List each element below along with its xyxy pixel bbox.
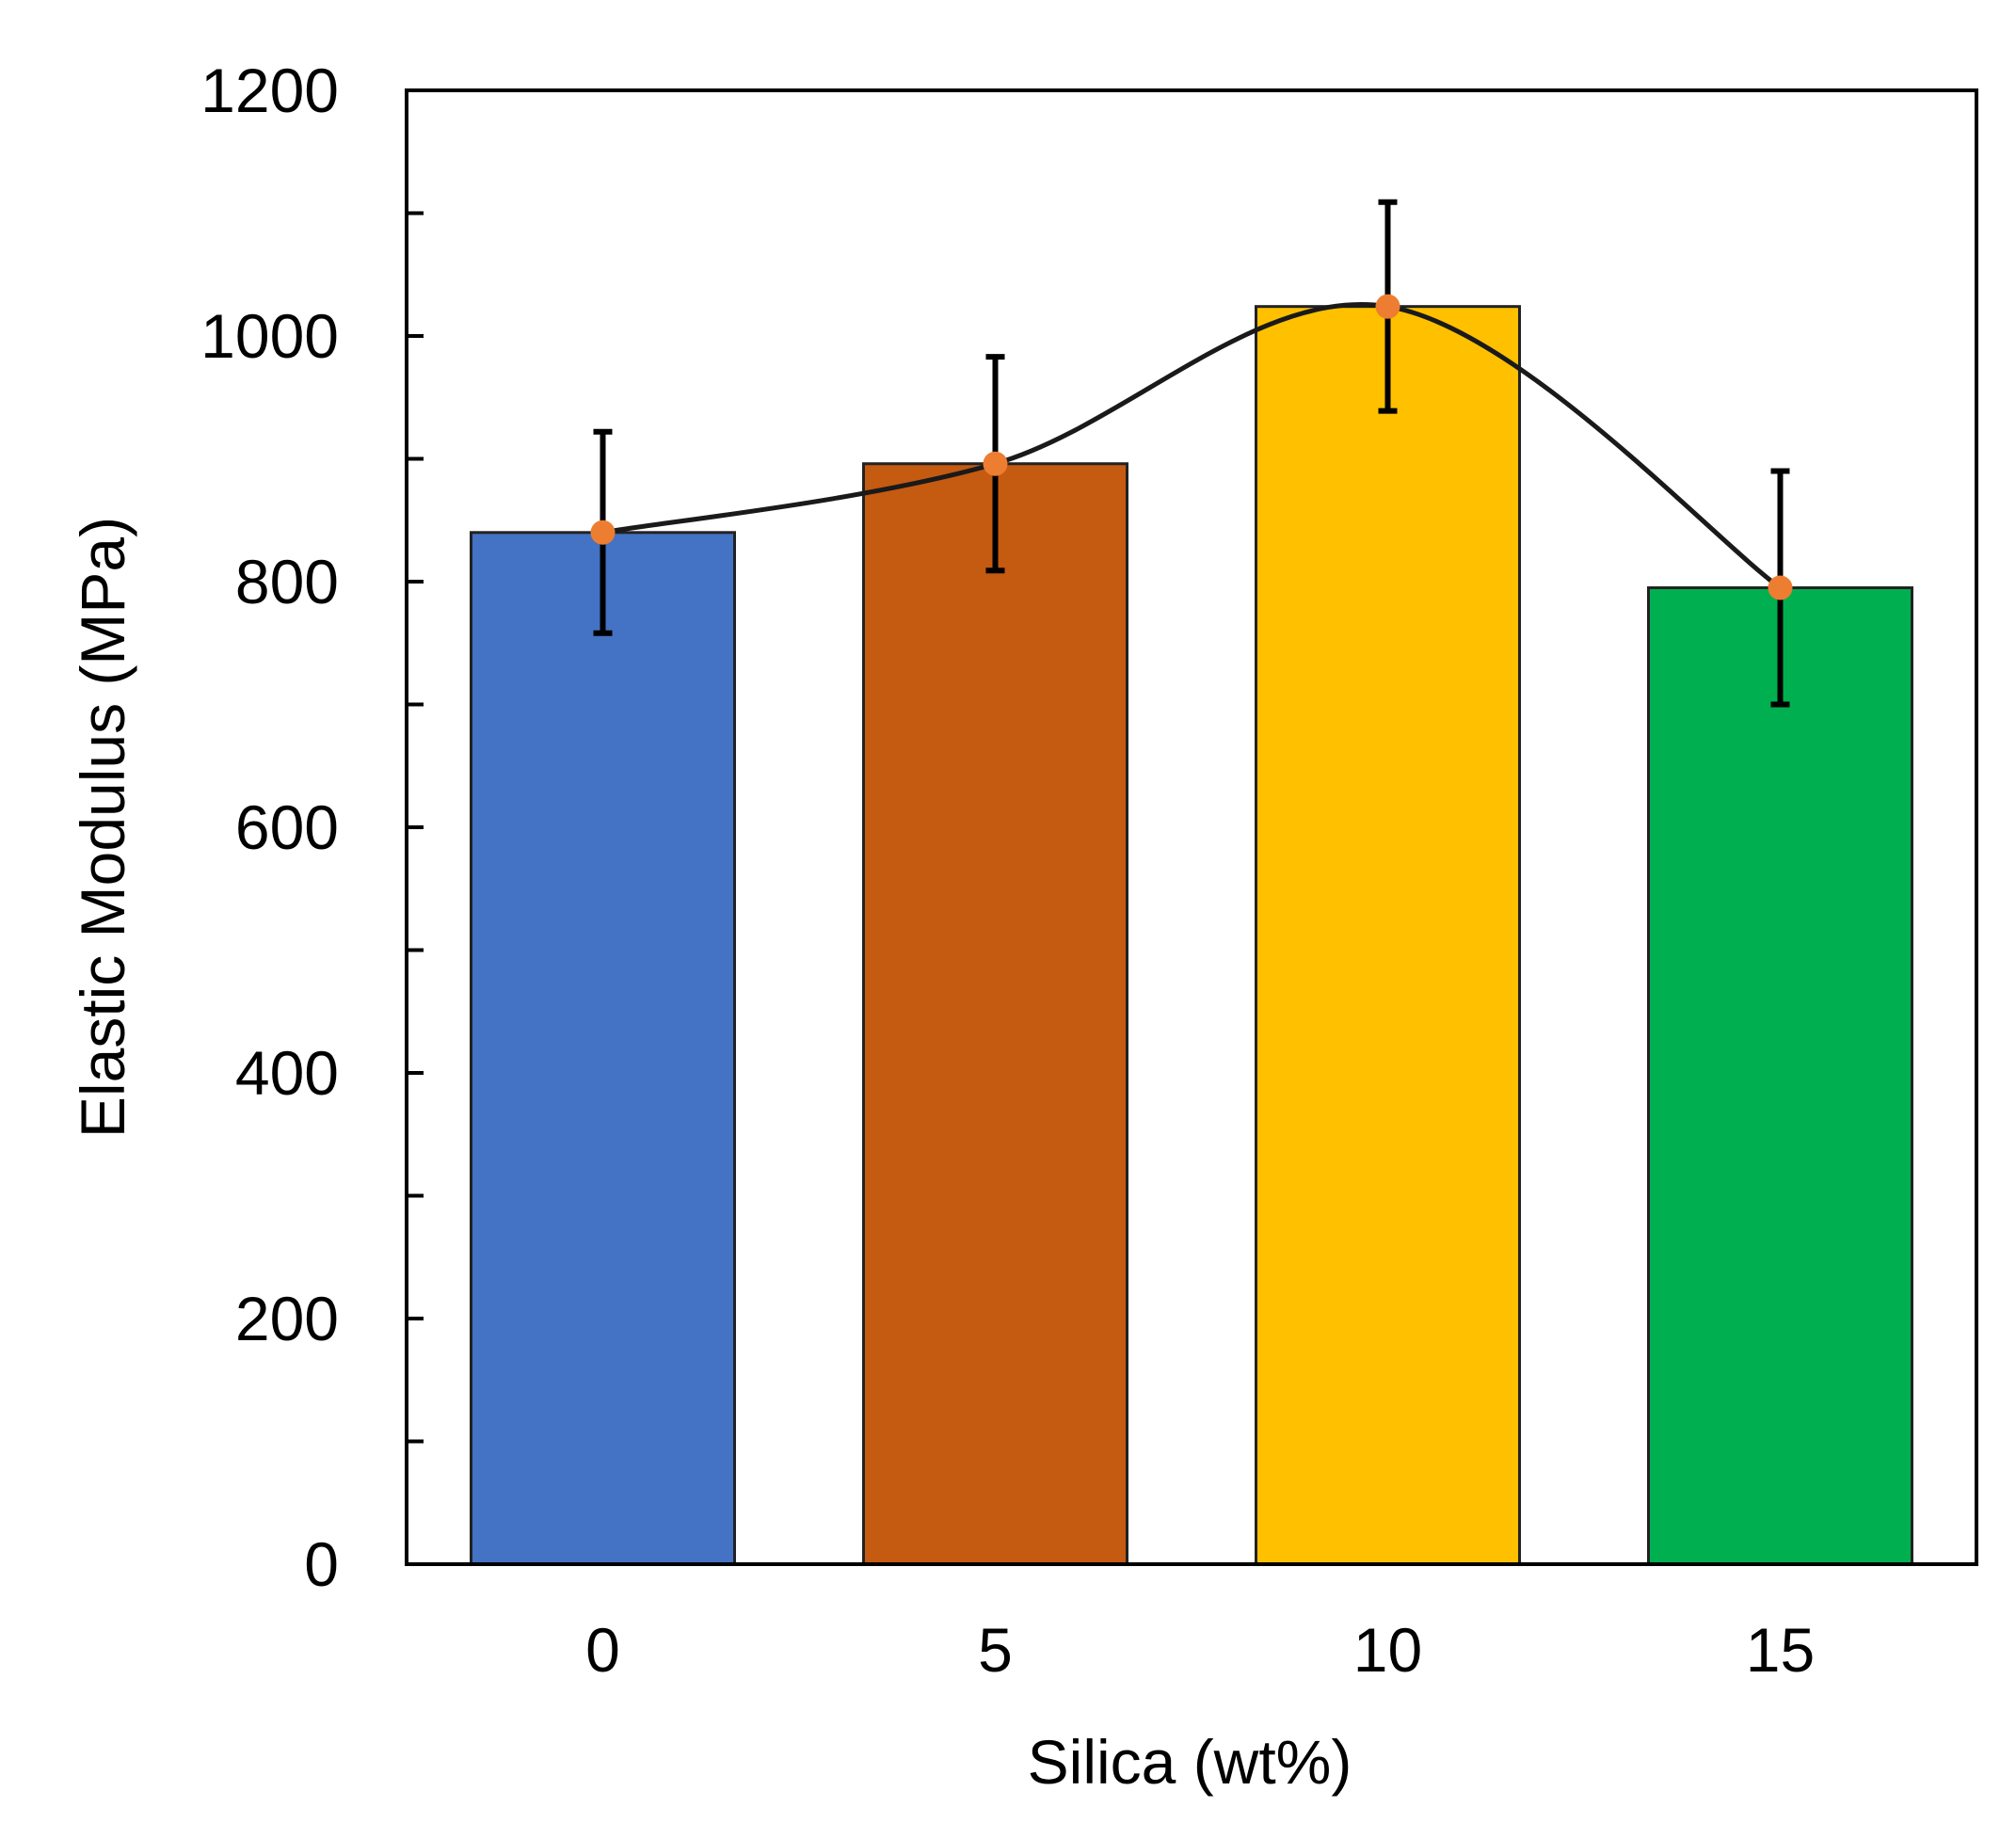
trend-line (602, 302, 1782, 590)
y-ticks-layer (407, 88, 424, 1566)
y-tick-label-800: 800 (235, 547, 339, 616)
y-tick-label-600: 600 (235, 792, 339, 862)
y-tick-label-0: 0 (304, 1529, 339, 1599)
y-tick-labels: 0 200 400 600 800 1000 1200 (200, 56, 339, 1599)
trend-marker-5 (983, 451, 1008, 476)
bar-10 (1255, 305, 1521, 1566)
y-tick-label-1000: 1000 (200, 301, 339, 371)
y-tick-label-200: 200 (235, 1284, 339, 1353)
bar-15 (1647, 586, 1913, 1566)
trend-marker-10 (1375, 294, 1400, 319)
x-tick-label-0: 0 (585, 1615, 620, 1685)
y-tick-label-400: 400 (235, 1038, 339, 1108)
bars-layer (470, 305, 1913, 1566)
bar-5 (862, 462, 1128, 1566)
trend-marker-15 (1768, 575, 1793, 600)
x-tick-label-5: 5 (978, 1615, 1013, 1685)
x-axis-title: Silica (wt%) (1028, 1727, 1352, 1797)
x-tick-label-15: 15 (1746, 1615, 1815, 1685)
x-tick-label-10: 10 (1353, 1615, 1422, 1685)
error-bars-layer (593, 199, 1790, 708)
trend-marker-0 (590, 520, 616, 545)
y-tick-label-1200: 1200 (200, 56, 339, 125)
trend-markers-layer (590, 294, 1793, 600)
bar-0 (470, 531, 736, 1566)
x-tick-labels: 0 5 10 15 (585, 1615, 1815, 1685)
y-axis-title: Elastic Modulus (MPa) (68, 517, 137, 1138)
